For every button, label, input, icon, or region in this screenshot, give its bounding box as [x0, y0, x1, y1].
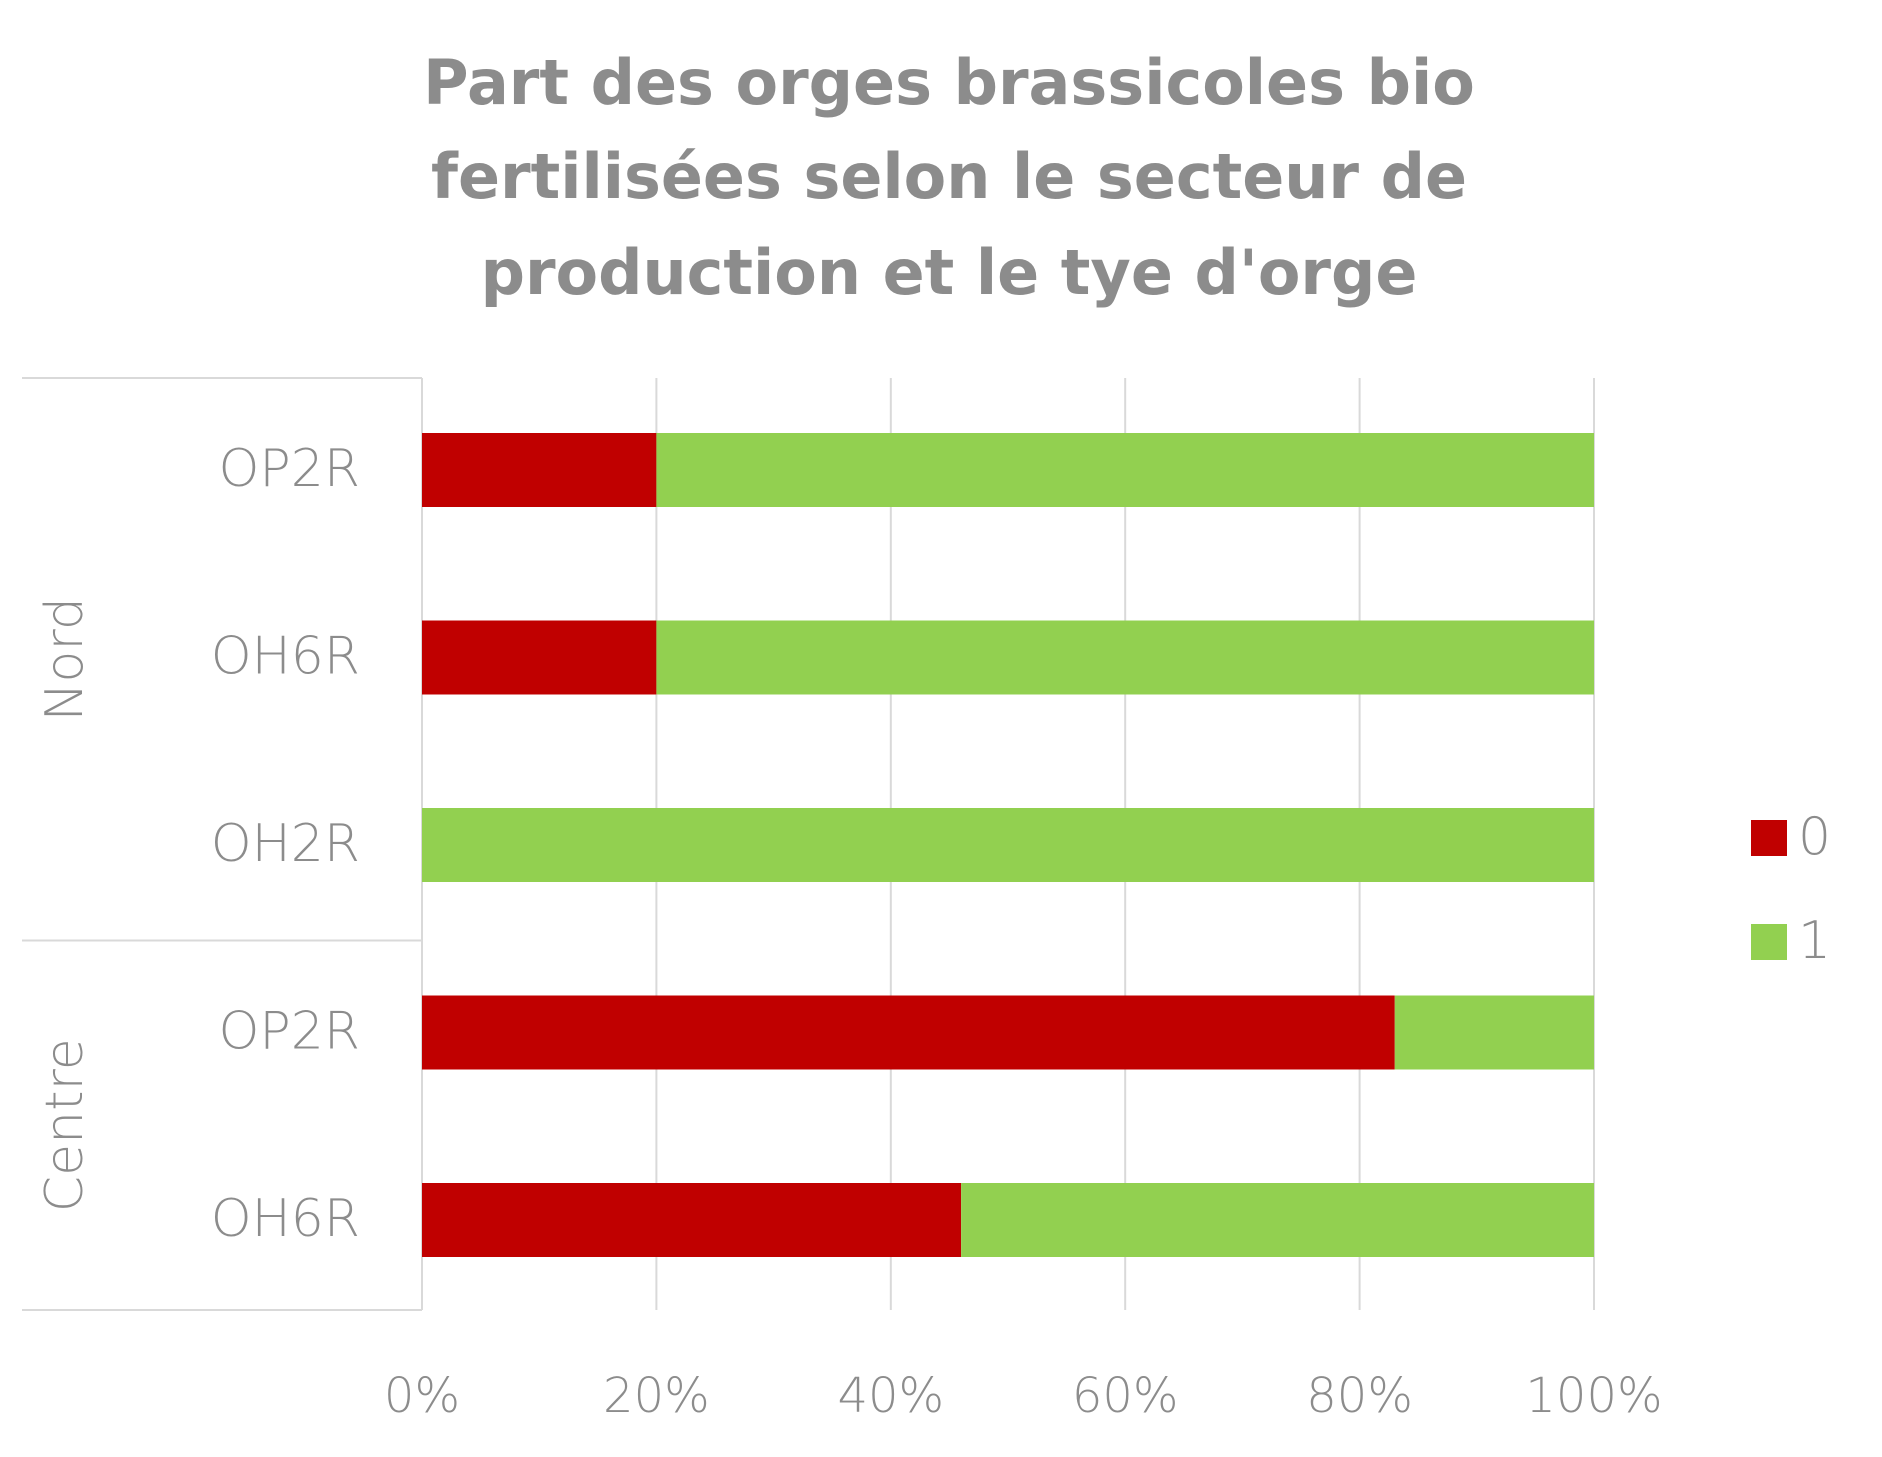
- x-tick-label: 80%: [1306, 1368, 1413, 1424]
- x-tick-label: 0%: [384, 1368, 460, 1424]
- x-tick-label: 60%: [1072, 1368, 1179, 1424]
- bar-segment-1: [656, 433, 1594, 507]
- chart-title-line: production et le tye d'orge: [481, 236, 1418, 309]
- legend: 01: [1751, 807, 1831, 971]
- chart-title-line: Part des orges brassicoles bio: [423, 46, 1475, 119]
- bar-segment-0: [422, 433, 657, 507]
- bars: [422, 433, 1594, 1257]
- bar-segment-0: [422, 620, 657, 695]
- category-label: OP2R: [218, 439, 360, 499]
- x-tick-label: 20%: [603, 1368, 710, 1424]
- category-axis: Nord Centre OP2R OH6R OH2R OP2R OH6R: [22, 377, 423, 1311]
- category-label: OH6R: [211, 627, 360, 687]
- group-label: Nord: [35, 597, 95, 721]
- bar-segment-1: [1394, 995, 1594, 1070]
- legend-label: 1: [1798, 911, 1831, 971]
- chart-title: Part des orges brassicoles bio fertilisée…: [423, 46, 1475, 309]
- category-label: OH6R: [211, 1189, 360, 1249]
- bar-segment-0: [422, 995, 1395, 1070]
- legend-swatch: [1751, 924, 1787, 960]
- x-tick-label: 100%: [1525, 1368, 1662, 1424]
- x-tick-label: 40%: [837, 1368, 944, 1424]
- category-label: OH2R: [211, 814, 360, 874]
- bar-segment-1: [422, 808, 1594, 882]
- bar-segment-1: [961, 1183, 1594, 1257]
- legend-swatch: [1751, 820, 1787, 856]
- group-label: Centre: [35, 1038, 95, 1212]
- category-label: OP2R: [218, 1002, 360, 1062]
- bar-segment-1: [656, 620, 1594, 695]
- chart-title-line: fertilisées selon le secteur de: [431, 140, 1467, 213]
- bar-segment-0: [422, 1183, 962, 1257]
- x-axis-ticks: 0% 20% 40% 60% 80% 100%: [384, 1368, 1663, 1424]
- legend-label: 0: [1798, 807, 1831, 867]
